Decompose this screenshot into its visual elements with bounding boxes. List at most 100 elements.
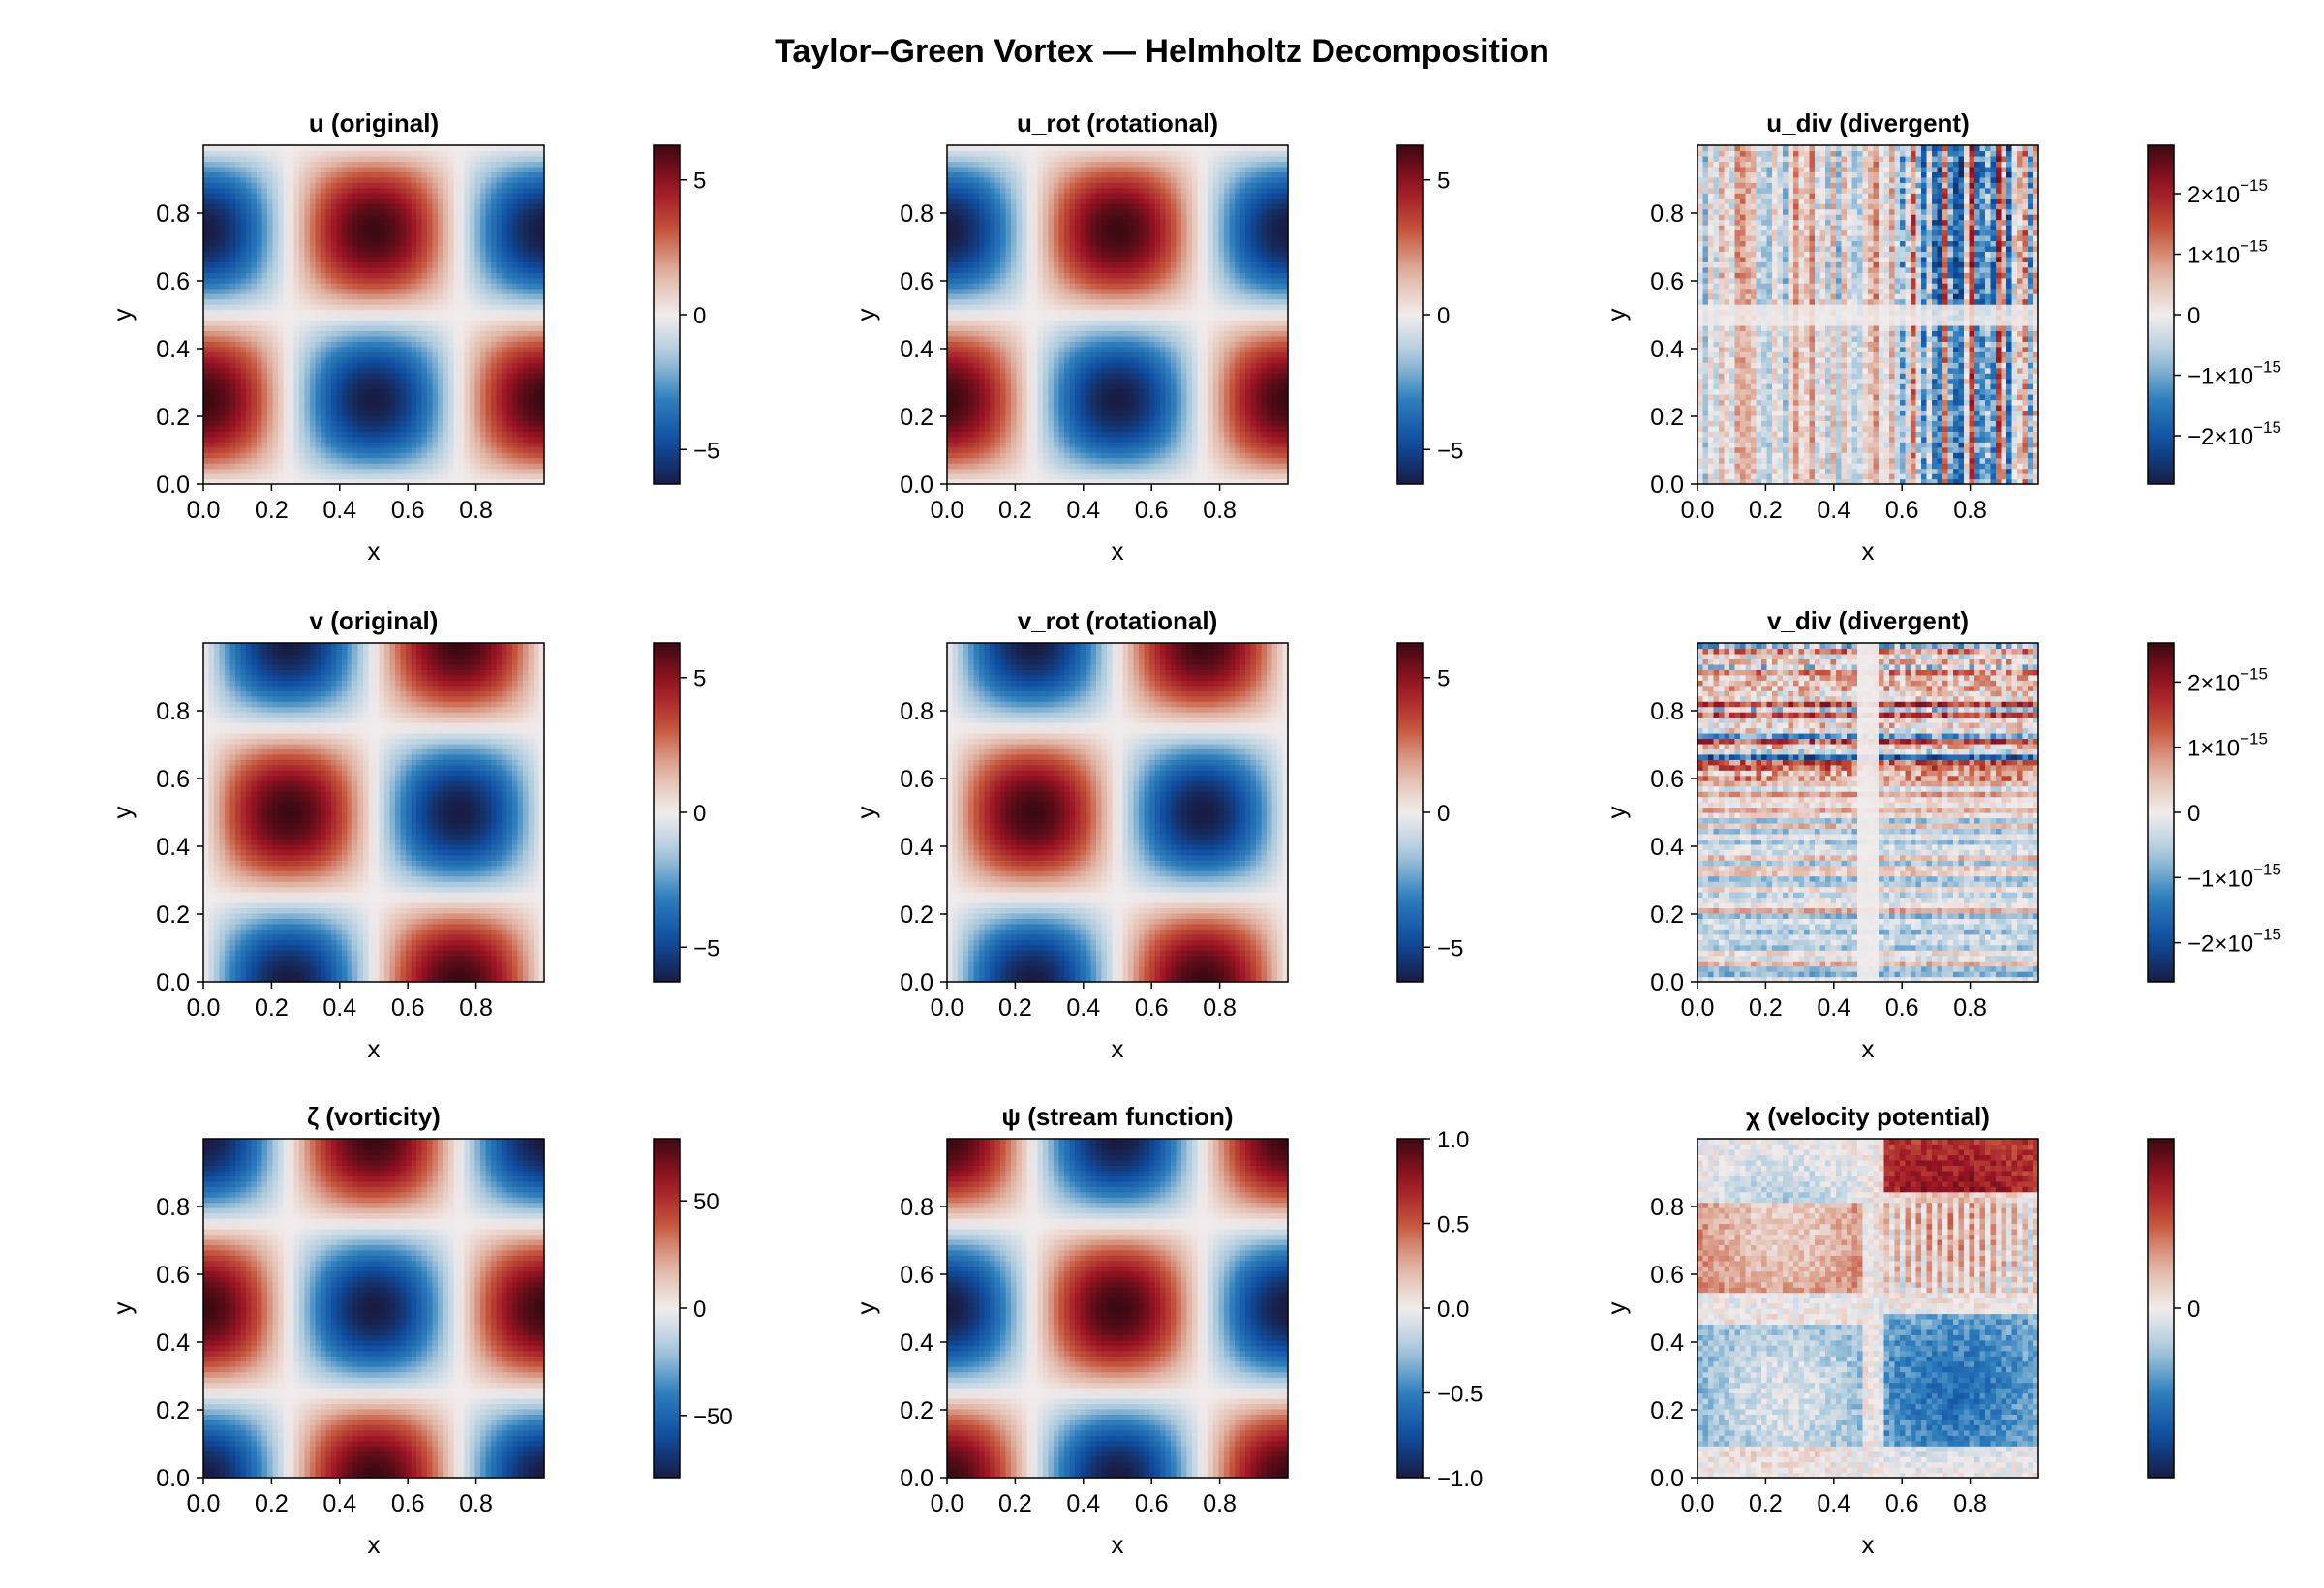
x-axis-label: x [368,536,381,565]
colorbar-tick-label: 2×10−15 [2187,664,2268,696]
colorbar-tick-base: −1×10 [2187,364,2253,390]
colorbar-tick-label: 0 [693,1297,706,1323]
x-tick-label: 0.6 [391,497,425,524]
plot-frame-chi [1697,1138,2039,1479]
figure-title: Taylor–Green Vortex — Helmholtz Decompos… [775,33,1549,70]
colorbar-tick-base: 0.5 [1437,1212,1469,1238]
x-tick-label: 0.6 [1135,994,1169,1022]
y-axis-label: y [851,807,880,819]
plot-frame-u_rot [946,144,1289,485]
x-tick-label: 0.6 [391,994,425,1022]
colorbar-tick-label: −0.5 [1437,1382,1483,1408]
x-axis-label: x [1112,1034,1124,1063]
x-tick-label: 0.8 [1203,994,1237,1022]
y-tick-label: 0.0 [156,1465,190,1492]
y-axis-label: y [107,309,137,321]
colorbar-tick-label: 5 [1437,666,1450,692]
y-tick-label: 0.4 [1650,834,1684,861]
x-axis-label: x [1862,536,1875,565]
x-tick-label: 0.8 [1203,497,1237,524]
colorbar-tick-label: 0 [2187,303,2200,329]
x-tick-label: 0.6 [391,1490,425,1517]
colorbar-tick-base: 0 [2187,1297,2200,1323]
plot-frame-v [202,642,545,983]
colorbar-tick-base: 5 [693,666,706,692]
y-axis-label: y [1602,807,1631,819]
heatmap-cells-zeta [203,1139,545,1479]
y-tick-label: 0.4 [1650,1329,1684,1357]
y-tick-label: 0.8 [156,200,190,228]
x-tick-label: 0.0 [1681,1490,1715,1517]
heatmap-cells-u_div [1697,145,2039,485]
y-tick-label: 0.2 [900,901,933,929]
x-tick-label: 0.4 [322,497,356,524]
panel-title-u_div: u_div (divergent) [1766,108,1969,137]
colorbar-tick-label: −5 [1437,935,1463,962]
x-axis-label: x [368,1530,381,1559]
plot-frame-v_rot [946,642,1289,983]
x-tick-label: 0.6 [1135,497,1169,524]
x-tick-label: 0.4 [1817,994,1850,1022]
panel-u_rot: u_rot (rotational) 0.00.0 0.2 0.2 0.4 0.4 0.6 0… [851,108,1463,565]
panel-grid: u (original)0.00.00.20.20.40.40.60.60.80… [107,108,2281,1559]
colorbar-v_div [2147,642,2175,983]
colorbar-tick-base: −5 [693,935,719,962]
plot-frame-u [202,144,545,485]
y-tick-label: 0.2 [1650,404,1684,431]
heatmap-cells-u_rot [947,145,1289,485]
heatmap-cells-v [203,643,545,983]
colorbar-tick-base: 0 [693,1297,706,1323]
panel-title-u: u (original) [309,108,439,137]
heatmap-cells-psi [947,1139,1289,1479]
y-tick-label: 0.2 [900,404,933,431]
y-tick-label: 0.6 [900,1262,933,1289]
colorbar-tick-base: 5 [1437,168,1450,195]
y-tick-label: 0.4 [900,1329,933,1357]
colorbar-psi [1396,1138,1424,1479]
x-tick-label: 0.0 [1681,994,1715,1022]
colorbar-tick-base: −1.0 [1437,1466,1483,1492]
colorbar-tick-label: 1×10−15 [2187,730,2268,762]
x-tick-label: 0.2 [1749,994,1783,1022]
x-axis-label: x [1862,1034,1875,1063]
x-tick-label: 0.8 [1953,497,1987,524]
y-axis-label: y [851,1302,880,1315]
y-axis-label: y [107,1302,137,1315]
colorbar-tick-exponent: −15 [2253,860,2281,878]
x-tick-label: 0.0 [931,994,964,1022]
x-tick-label: 0.2 [255,1490,289,1517]
colorbar-tick-label: 0 [693,303,706,329]
x-tick-label: 0.8 [459,994,493,1022]
y-axis-label: y [851,309,880,321]
colorbar-tick-label: 0 [2187,801,2200,827]
panel-v_div: v_div (divergent) 0.00.0 0.2 0.2 0.4 0.4 0.6 0.… [1602,606,2281,1063]
x-tick-label: 0.6 [1885,1490,1919,1517]
heatmap-cells-v_div [1697,643,2039,983]
colorbar-tick-label: 5 [693,666,706,692]
colorbar-v [653,642,681,983]
colorbar-tick-label: 0.5 [1437,1212,1469,1238]
colorbar-tick-base: −1×10 [2187,866,2253,892]
x-tick-label: 0.8 [459,497,493,524]
panel-title-zeta: ζ (vorticity) [307,1102,441,1131]
x-tick-label: 0.0 [1681,497,1715,524]
x-tick-label: 0.2 [255,994,289,1022]
colorbar-chi [2147,1138,2175,1479]
y-tick-label: 0.0 [1650,472,1684,499]
y-tick-label: 0.6 [156,766,190,793]
x-tick-label: 0.4 [1817,497,1850,524]
x-tick-label: 0.4 [1066,994,1100,1022]
x-tick-label: 0.2 [998,497,1032,524]
y-tick-label: 0.8 [1650,200,1684,228]
colorbar-tick-label: −2×10−15 [2187,418,2281,450]
x-tick-label: 0.6 [1885,994,1919,1022]
panel-title-u_rot: u_rot (rotational) [1017,108,1218,137]
y-tick-label: 0.0 [900,1465,933,1492]
colorbar-tick-exponent: −15 [2240,730,2268,748]
y-tick-label: 0.8 [156,698,190,725]
colorbar-u [653,144,681,485]
colorbar-tick-label: 0.0 [1437,1297,1469,1323]
x-tick-label: 0.2 [998,994,1032,1022]
y-tick-label: 0.2 [156,1397,190,1424]
colorbar-tick-base: 50 [693,1189,719,1215]
